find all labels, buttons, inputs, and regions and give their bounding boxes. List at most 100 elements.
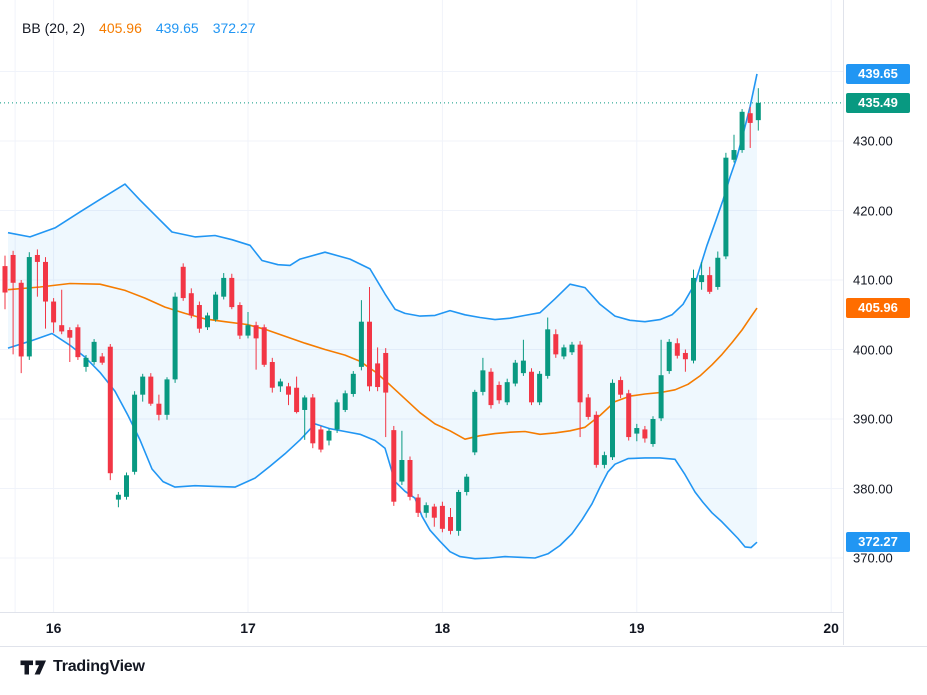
candle bbox=[383, 348, 389, 438]
price-axis-label: 430.00 bbox=[853, 133, 893, 149]
price-badge: 435.49 bbox=[846, 92, 910, 113]
candle bbox=[642, 425, 648, 443]
candle bbox=[180, 263, 186, 301]
price-axis-label: 380.00 bbox=[853, 481, 893, 496]
tradingview-logo-text: TradingView bbox=[53, 658, 145, 675]
bb-lower-value: 372.27 bbox=[212, 20, 256, 36]
candle bbox=[739, 109, 745, 153]
candle bbox=[188, 288, 194, 319]
time-axis-label: 20 bbox=[823, 620, 839, 636]
candle bbox=[375, 347, 381, 392]
candle bbox=[302, 395, 308, 440]
candle bbox=[723, 152, 729, 260]
candle bbox=[577, 341, 583, 438]
candle bbox=[464, 473, 470, 496]
candle bbox=[34, 249, 40, 297]
candle bbox=[755, 88, 761, 131]
candle bbox=[650, 416, 656, 447]
indicator-legend[interactable]: BB (20, 2) 405.96 439.65 372.27 bbox=[22, 20, 256, 36]
candle bbox=[269, 357, 275, 393]
candle bbox=[561, 344, 567, 360]
candle bbox=[496, 381, 502, 404]
candle bbox=[731, 134, 737, 163]
candle bbox=[67, 327, 73, 363]
candle bbox=[205, 312, 210, 331]
candle bbox=[472, 389, 478, 456]
candle bbox=[666, 339, 672, 374]
candle bbox=[407, 456, 413, 501]
tradingview-logo[interactable]: TradingView bbox=[20, 658, 145, 676]
candle bbox=[115, 491, 121, 508]
candle bbox=[674, 338, 680, 359]
price-badge: 439.65 bbox=[846, 63, 910, 84]
candle bbox=[294, 376, 300, 414]
price-badge: 372.27 bbox=[846, 532, 910, 553]
candle bbox=[358, 300, 364, 371]
candle bbox=[253, 321, 259, 370]
candle bbox=[196, 301, 202, 333]
candle bbox=[83, 355, 89, 372]
candle bbox=[326, 428, 332, 446]
price-axis-label: 400.00 bbox=[853, 342, 893, 357]
candle bbox=[318, 425, 324, 453]
time-axis[interactable]: 16 17 18 19 20 bbox=[0, 612, 927, 647]
candle bbox=[399, 430, 405, 486]
candle bbox=[237, 302, 243, 340]
candle bbox=[277, 378, 283, 392]
price-axis-label: 410.00 bbox=[853, 272, 893, 288]
candle bbox=[26, 252, 32, 360]
candle bbox=[585, 393, 591, 420]
candle bbox=[221, 273, 227, 300]
bb-basis-value: 405.96 bbox=[99, 20, 142, 36]
candle bbox=[415, 494, 421, 517]
candle bbox=[59, 289, 65, 335]
candle bbox=[148, 373, 154, 406]
candle bbox=[229, 273, 235, 310]
candle bbox=[618, 376, 624, 399]
candle bbox=[545, 317, 551, 379]
candle bbox=[520, 339, 526, 376]
candle bbox=[439, 501, 445, 533]
candle bbox=[140, 373, 146, 402]
candle bbox=[691, 269, 696, 364]
candle bbox=[658, 339, 664, 422]
candle bbox=[43, 257, 48, 329]
candle bbox=[480, 357, 486, 396]
candle bbox=[99, 352, 105, 365]
candle bbox=[529, 368, 534, 406]
candle bbox=[504, 378, 510, 406]
tradingview-logo-icon bbox=[20, 660, 46, 674]
candle bbox=[124, 472, 129, 500]
bb-upper-value: 439.65 bbox=[155, 20, 199, 36]
candle bbox=[367, 286, 372, 392]
candle bbox=[593, 411, 599, 468]
candle bbox=[512, 359, 518, 387]
candle bbox=[245, 311, 251, 339]
candle bbox=[601, 451, 607, 469]
candle bbox=[156, 394, 162, 421]
candle bbox=[261, 324, 267, 367]
candle bbox=[626, 389, 632, 441]
price-badge: 405.96 bbox=[846, 298, 910, 319]
grid-layer bbox=[0, 0, 843, 612]
candle bbox=[164, 377, 170, 420]
candle bbox=[553, 329, 559, 358]
candle bbox=[10, 250, 16, 355]
candle bbox=[747, 106, 753, 148]
indicator-title: BB (20, 2) bbox=[22, 20, 86, 36]
candles-layer bbox=[2, 88, 761, 536]
candle bbox=[610, 379, 615, 461]
time-axis-label: 17 bbox=[240, 620, 256, 636]
candle bbox=[172, 292, 178, 383]
price-axis[interactable]: 430.00 420.00 410.00 400.00 390.00 380.00 370.… bbox=[843, 0, 927, 645]
candle bbox=[342, 390, 348, 413]
candle bbox=[91, 339, 97, 365]
candle bbox=[682, 349, 688, 372]
price-axis-label: 370.00 bbox=[853, 550, 893, 566]
price-axis-label: 420.00 bbox=[853, 203, 893, 218]
candle bbox=[310, 393, 316, 449]
candle bbox=[634, 423, 640, 442]
candle bbox=[699, 261, 705, 290]
